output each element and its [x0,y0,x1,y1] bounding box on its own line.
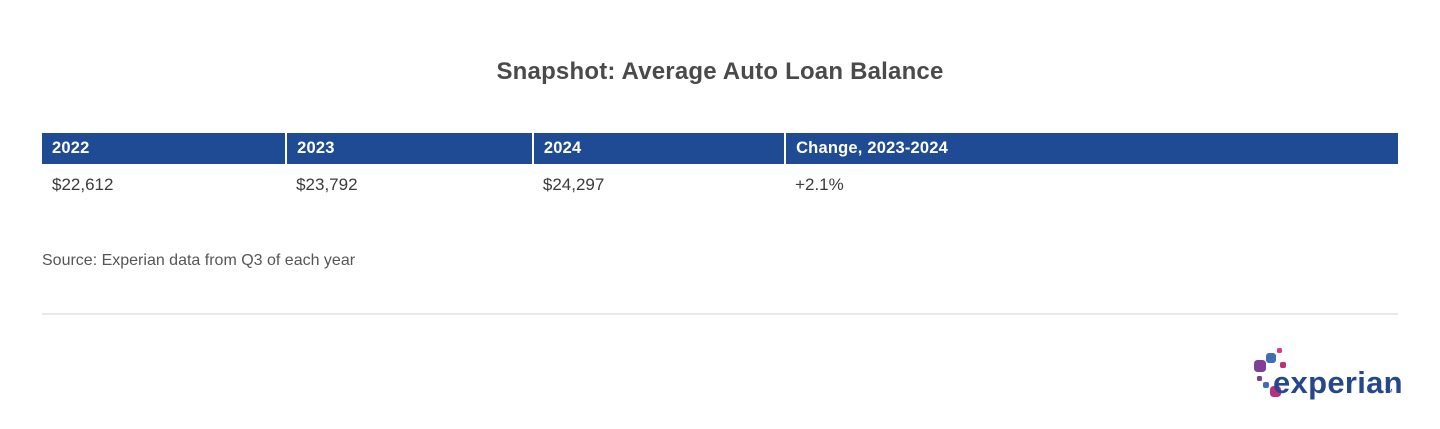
logo-dot-blue-square [1266,353,1276,363]
table-cell-balance-2024: $24,297 [532,164,786,204]
experian-logo: experian ™ [1252,346,1403,400]
auto-loan-balance-table: 2022 2023 2024 Change, 2023-2024 $22,612… [42,133,1398,204]
logo-dot-blue-small [1263,382,1269,388]
page-title: Snapshot: Average Auto Loan Balance [496,58,944,85]
logo-dot-pink-small [1277,348,1282,353]
table-header-cell-2022: 2022 [42,133,287,164]
table-header-row: 2022 2023 2024 Change, 2023-2024 [42,133,1398,164]
experian-wordmark: experian [1273,365,1403,400]
table-cell-balance-2023: $23,792 [286,164,533,204]
table-row: $22,612 $23,792 $24,297 +2.1% [42,164,1398,204]
logo-dot-magenta-square [1270,386,1281,397]
divider [42,313,1398,315]
table-cell-change: +2.1% [785,164,1398,204]
source-note: Source: Experian data from Q3 of each ye… [42,252,356,269]
table-cell-balance-2022: $22,612 [42,164,287,204]
table-header-cell-2024: 2024 [531,133,786,164]
table-header-cell-2023: 2023 [285,133,533,164]
logo-dot-magenta-small [1280,362,1286,368]
table-header-cell-change: Change, 2023-2024 [784,133,1398,164]
footer: experian ™ [42,346,1403,400]
trademark-icon: ™ [1384,387,1393,397]
logo-dot-purple-square [1254,360,1266,372]
logo-dot-purple-small [1257,376,1262,381]
